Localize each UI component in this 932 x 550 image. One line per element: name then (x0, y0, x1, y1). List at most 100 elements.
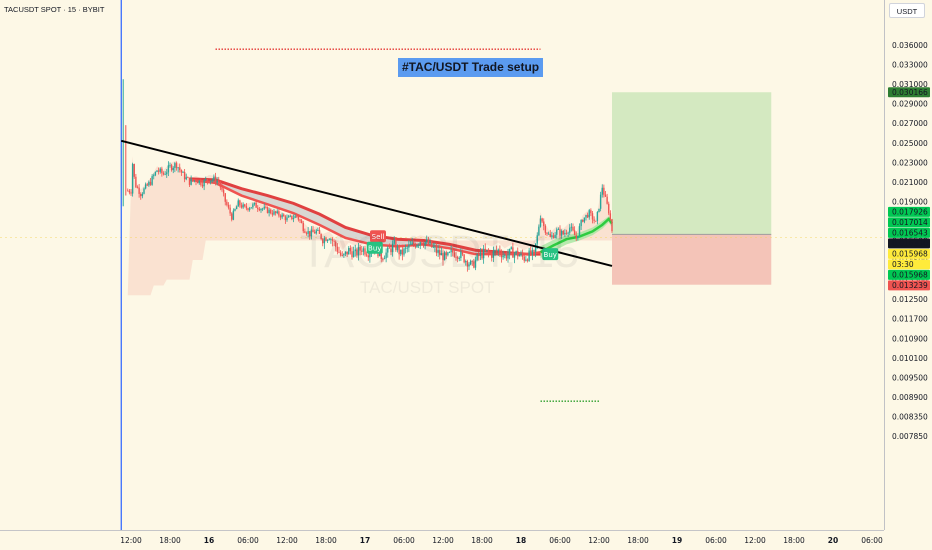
candle-body (525, 259, 527, 261)
candle-body (544, 226, 547, 233)
candle-body (253, 202, 256, 205)
candle-body (167, 165, 170, 173)
x-tick-label: 06:00 (549, 536, 571, 545)
price-tag-bg (888, 269, 930, 280)
candle-body (585, 214, 587, 218)
candle-body (404, 247, 407, 249)
candle-body (507, 254, 509, 259)
candle-body (564, 232, 566, 235)
candle-body (599, 194, 602, 209)
candle-body (479, 252, 482, 257)
candle-body (260, 208, 262, 211)
candle-body (539, 218, 542, 227)
descending-trendline (121, 139, 613, 267)
candle-body (183, 172, 186, 180)
trade-setup (612, 92, 772, 285)
x-tick-label: 06:00 (237, 536, 259, 545)
candle-body (138, 187, 140, 194)
signal-buy-label: Buy (544, 251, 557, 259)
candle-body (330, 239, 332, 240)
y-tick-label: 0.007850 (892, 432, 928, 441)
candle-body (270, 209, 272, 214)
candle-body (356, 249, 358, 256)
candle-body (200, 180, 202, 185)
candle-body (302, 222, 304, 232)
trade-setup-title[interactable]: #TAC/USDT Trade setup (398, 58, 544, 77)
candle-body (162, 173, 165, 175)
candle-body (504, 254, 506, 256)
candle-body (595, 220, 597, 222)
candle-body (531, 250, 534, 255)
candle-body (133, 163, 135, 177)
candle-body (218, 180, 220, 183)
candle-body (466, 261, 469, 267)
candle-body (572, 226, 574, 231)
candle-body (608, 203, 610, 214)
candle-body (349, 247, 352, 252)
candle-body (211, 179, 213, 181)
candle-body (591, 213, 594, 220)
candle-body (146, 184, 148, 186)
candle-body (193, 180, 196, 182)
candle-body (289, 215, 291, 217)
target-zone (612, 92, 772, 235)
candle-body (148, 181, 150, 186)
candle-body (609, 213, 612, 220)
candle-body (338, 251, 340, 253)
candle-body (237, 200, 239, 207)
candle-body (434, 246, 436, 248)
candle-body (421, 242, 423, 245)
candle-body (208, 180, 210, 182)
currency-label[interactable]: USDT (889, 3, 925, 18)
candle-body (413, 242, 415, 245)
candle-body (417, 244, 420, 246)
candle-body (227, 204, 230, 208)
candle-body (468, 264, 470, 267)
price-tag-bg (888, 217, 930, 228)
candle-body (398, 246, 400, 255)
symbol-label[interactable]: TACUSDT SPOT · 15 · BYBIT (4, 5, 105, 14)
candle-body (144, 184, 147, 189)
candle-body (518, 255, 521, 257)
candle-body (538, 226, 540, 236)
candle-body (492, 251, 495, 258)
candle-body (224, 193, 226, 202)
dotted-levels (0, 48, 884, 402)
candle-body (460, 251, 462, 259)
candle-body (573, 230, 576, 236)
candle-body (231, 213, 233, 220)
candle-body (276, 211, 278, 214)
x-tick-label: 12:00 (120, 536, 142, 545)
x-tick-label: 06:00 (393, 536, 415, 545)
candle-body (403, 248, 405, 255)
candle-body (232, 210, 235, 220)
candle-body (159, 168, 161, 172)
candle-body (556, 229, 558, 235)
candle-body (606, 196, 608, 204)
price-tag-bg (888, 259, 930, 270)
candle-body (128, 190, 131, 193)
candle-body (244, 204, 246, 207)
candle-body (596, 211, 599, 221)
candle-body (364, 248, 366, 255)
candle-body (523, 256, 525, 261)
candle-body (578, 226, 581, 237)
y-tick-label: 0.027000 (892, 119, 928, 128)
y-tick-label: 0.021000 (892, 178, 928, 187)
candle-body (567, 232, 569, 234)
stop-zone (612, 234, 772, 285)
x-tick-label: 18 (516, 536, 526, 545)
candle-body (287, 216, 290, 218)
candle-body (416, 245, 418, 248)
candle-body (552, 235, 555, 239)
price-tag-bg (888, 206, 930, 217)
candle-body (222, 189, 225, 194)
candle-body (435, 246, 438, 253)
candle-body (221, 187, 223, 190)
candle-body (266, 207, 269, 214)
candle-body (577, 236, 579, 239)
candle-body (317, 230, 319, 231)
